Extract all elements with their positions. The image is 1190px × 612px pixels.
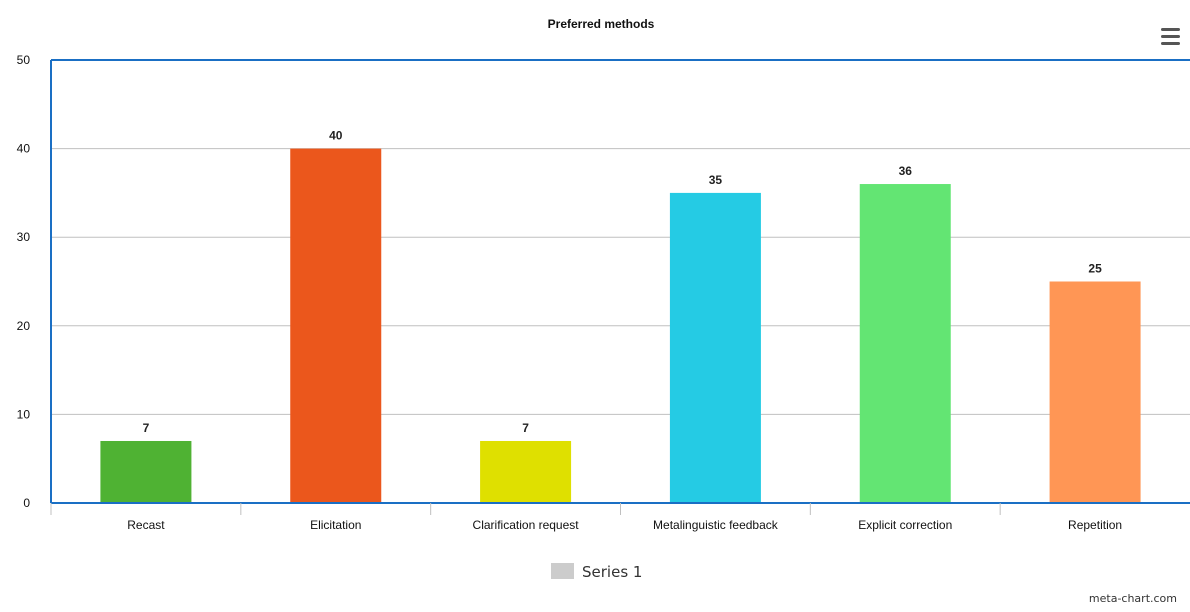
legend-label: Series 1 (582, 563, 642, 581)
grid-lines (51, 148, 1190, 415)
data-labels: 7 40 7 35 36 25 (143, 129, 1103, 435)
y-axis-ticks: 0 10 20 30 40 50 (17, 53, 31, 510)
y-tick-label: 0 (23, 496, 30, 510)
hamburger-menu-icon[interactable] (1156, 23, 1186, 49)
bars (100, 148, 1141, 504)
x-axis-ticks: Recast Elicitation Clarification request Me… (50, 503, 1122, 532)
y-tick-label: 40 (17, 142, 31, 156)
x-tick-label: Explicit correction (858, 518, 952, 532)
credit-text: meta-chart.com (1089, 592, 1177, 605)
bar[interactable] (480, 440, 572, 503)
legend[interactable]: Series 1 (551, 563, 642, 581)
x-tick-label: Metalinguistic feedback (653, 518, 779, 532)
bar[interactable] (859, 184, 951, 504)
axes (50, 59, 1190, 504)
data-label: 25 (1088, 262, 1102, 276)
y-tick-label: 30 (17, 230, 31, 244)
bar[interactable] (669, 192, 761, 503)
x-tick-label: Recast (127, 518, 165, 532)
data-label: 36 (899, 164, 913, 178)
data-label: 7 (522, 421, 529, 435)
chart-title: Preferred methods (548, 17, 655, 31)
x-tick-label: Clarification request (473, 518, 580, 532)
x-tick-label: Elicitation (310, 518, 361, 532)
y-tick-label: 20 (17, 319, 31, 333)
y-tick-label: 10 (17, 407, 31, 421)
legend-swatch (551, 563, 574, 579)
data-label: 7 (143, 421, 150, 435)
y-tick-label: 50 (17, 53, 31, 67)
bar[interactable] (100, 440, 192, 503)
x-tick-label: Repetition (1068, 518, 1122, 532)
bar[interactable] (1049, 281, 1141, 504)
bar[interactable] (290, 148, 382, 503)
data-label: 35 (709, 173, 723, 187)
data-label: 40 (329, 129, 343, 143)
